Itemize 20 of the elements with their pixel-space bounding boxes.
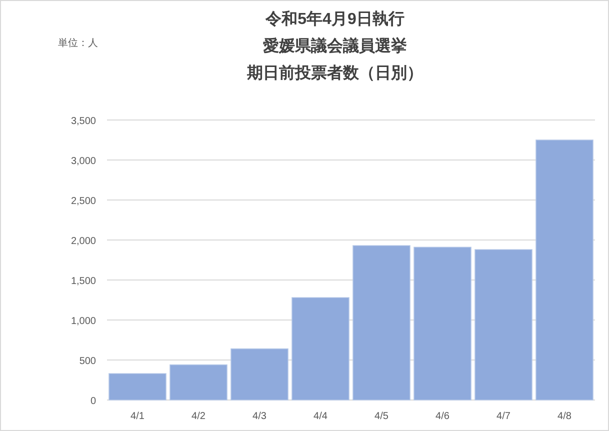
annotation: 期日前投票者数（日別） [247,65,423,82]
x-tick-label: 4/2 [192,411,206,422]
y-tick-label: 2,000 [70,236,96,247]
y-tick-label: 3,000 [70,156,96,167]
title: 令和5年4月9日執行 [266,11,404,28]
x-tick-label: 4/3 [252,411,267,422]
x-tick-label: 4/6 [436,411,450,422]
x-tick-label: 4/4 [314,411,328,422]
annotation: 単位：人 [58,38,98,49]
y-tick-label: 2,500 [70,196,96,207]
y-tick-label: 3,500 [70,116,96,127]
y-tick-label: 0 [90,396,96,407]
x-tick-label: 4/5 [374,411,389,422]
subtitle: 愛媛県議会議員選挙 [263,38,407,55]
x-tick-label: 4/8 [558,411,572,422]
x-tick-label: 4/7 [496,411,511,422]
y-tick-label: 500 [79,356,96,367]
x-tick-label: 4/1 [130,411,145,422]
y-tick-label: 1,500 [70,276,96,287]
y-tick-label: 1,000 [70,316,96,327]
